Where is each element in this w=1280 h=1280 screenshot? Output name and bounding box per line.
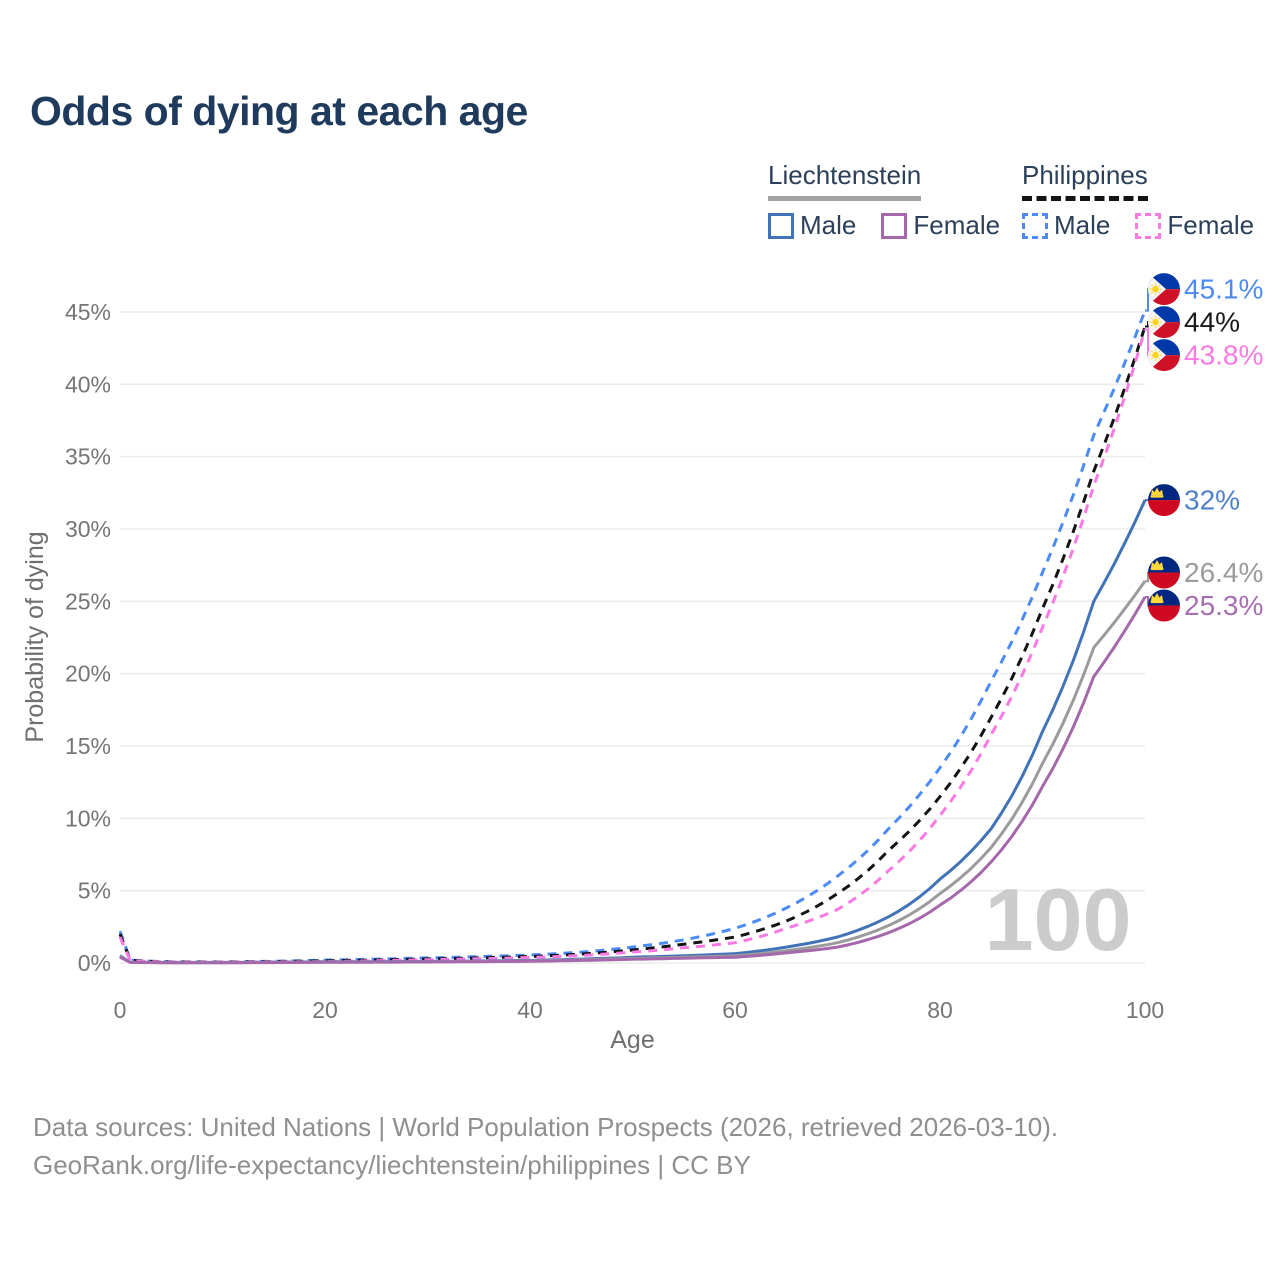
philippines-flag-icon (1148, 339, 1180, 372)
liechtenstein-flag-icon (1148, 589, 1180, 622)
end-label-li-male: 32% (1184, 485, 1240, 516)
male-dashed-swatch-icon (1022, 212, 1048, 239)
x-tick-label: 100 (1126, 997, 1164, 1023)
curve-ph-female (118, 328, 1147, 964)
y-tick-label: 25% (65, 588, 111, 614)
y-tick-label: 30% (65, 516, 111, 542)
legend-item-liechtenstein-male[interactable]: Male (768, 210, 856, 241)
x-axis-title: Age (610, 1026, 654, 1054)
y-tick-label: 15% (65, 733, 111, 759)
philippines-flag-icon (1148, 306, 1180, 339)
y-tick-label: 35% (65, 444, 111, 470)
y-tick-label: 20% (65, 661, 111, 687)
legend-item-label: Female (913, 210, 1001, 240)
data-sources-line: Data sources: United Nations | World Pop… (33, 1112, 1059, 1142)
x-tick-label: 60 (722, 997, 748, 1023)
y-tick-label: 0% (78, 950, 111, 976)
curve-li-female (119, 596, 1147, 965)
y-tick-label: 40% (65, 371, 111, 397)
curve-ph-male (118, 310, 1147, 964)
page-title: Odds of dying at each age (30, 88, 528, 134)
age-watermark: 100 (985, 870, 1132, 969)
legend-group-philippines: Philippines Male Female (1022, 160, 1254, 241)
legend-country-liechtenstein: Liechtenstein (768, 160, 922, 201)
y-tick-label: 10% (65, 805, 111, 831)
attribution-line: GeoRank.org/life-expectancy/liechtenstei… (33, 1150, 751, 1180)
legend-item-label: Male (800, 210, 857, 240)
end-label-li-both: 26.4% (1184, 557, 1263, 588)
legend-items-liechtenstein: Male Female (768, 210, 1000, 241)
female-solid-swatch-icon (881, 212, 908, 239)
female-dashed-swatch-icon (1135, 212, 1162, 239)
y-tick-label: 5% (78, 878, 111, 904)
liechtenstein-flag-icon (1148, 556, 1180, 589)
x-tick-label: 0 (114, 997, 127, 1023)
curve-ph-both (118, 326, 1147, 964)
y-axis-title: Probability of dying (21, 531, 49, 742)
legend-items-philippines: Male Female (1022, 210, 1254, 241)
legend-item-liechtenstein-female[interactable]: Female (881, 210, 1000, 241)
legend-item-philippines-male[interactable]: Male (1022, 210, 1110, 241)
legend-country-philippines: Philippines (1022, 160, 1148, 201)
male-solid-swatch-icon (768, 212, 794, 239)
end-label-ph-female: 43.8% (1184, 340, 1263, 371)
legend-item-label: Male (1054, 210, 1111, 240)
y-tick-label: 45% (65, 299, 111, 325)
philippines-flag-icon (1148, 273, 1180, 306)
legend: Liechtenstein Male Female Philippines Ma… (0, 160, 1280, 240)
x-tick-label: 40 (517, 997, 543, 1023)
x-tick-label: 20 (312, 997, 338, 1023)
end-label-li-female: 25.3% (1184, 590, 1263, 621)
legend-item-philippines-female[interactable]: Female (1135, 210, 1254, 241)
x-tick-label: 80 (927, 997, 953, 1023)
end-label-ph-male: 45.1% (1184, 274, 1263, 305)
legend-item-label: Female (1167, 210, 1255, 240)
legend-group-liechtenstein: Liechtenstein Male Female (768, 160, 1000, 241)
liechtenstein-flag-icon (1148, 484, 1180, 517)
end-label-ph-both: 44% (1184, 307, 1240, 338)
footer: Data sources: United Nations | World Pop… (33, 1108, 1058, 1184)
